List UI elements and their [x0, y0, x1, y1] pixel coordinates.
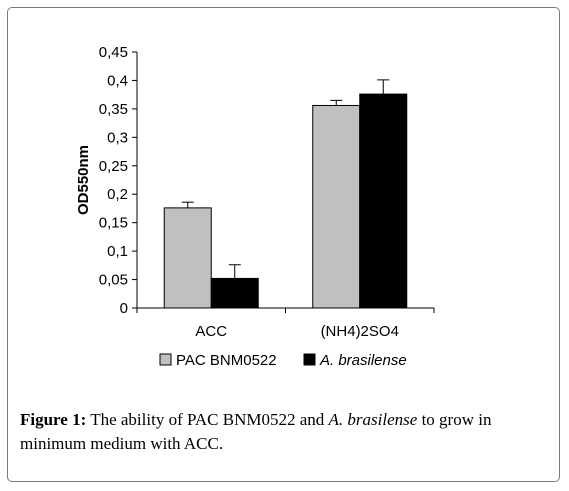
y-tick-label: 0,4 — [107, 72, 128, 89]
bar-pac-0 — [163, 207, 212, 309]
y-tick-label: 0,1 — [107, 243, 128, 260]
figure-caption: Figure 1: The ability of PAC BNM0522 and… — [20, 408, 550, 456]
y-tick-label: 0,15 — [99, 215, 128, 232]
y-tick-label: 0,45 — [99, 44, 128, 61]
legend-label-pac: PAC BNM0522 — [176, 352, 277, 369]
caption-text-before: The ability of PAC BNM0522 and — [86, 410, 329, 429]
y-tick-label: 0,05 — [99, 272, 128, 289]
legend-label-abrasilense: A. brasilense — [319, 352, 407, 369]
bar-abrasilense-0 — [210, 277, 259, 309]
x-tick-label: ACC — [195, 323, 227, 340]
y-tick-label: 0,3 — [107, 129, 128, 146]
legend-swatch-pac — [159, 353, 172, 366]
caption-text-after: to grow in minimum medium with ACC. — [20, 410, 492, 453]
y-axis-title: OD550nm — [75, 145, 92, 215]
figure-frame — [7, 7, 560, 482]
caption-label: Figure 1: — [20, 410, 87, 429]
y-tick-label: 0 — [120, 300, 128, 317]
legend-swatch-abrasilense — [303, 353, 316, 366]
bar-chart: 0 0,05 0,1 0,15 0,2 0,25 0,3 0,35 0,4 0,45 OD550nm… — [75, 44, 435, 369]
y-tick-label: 0,35 — [99, 101, 128, 118]
caption-species: A. brasilense — [328, 410, 418, 429]
y-tick-label: 0,2 — [107, 186, 128, 203]
bar-abrasilense-1 — [359, 93, 408, 309]
y-tick-label: 0,25 — [99, 158, 128, 175]
bar-pac-1 — [312, 104, 361, 309]
x-tick-label: (NH4)2SO4 — [321, 323, 399, 340]
